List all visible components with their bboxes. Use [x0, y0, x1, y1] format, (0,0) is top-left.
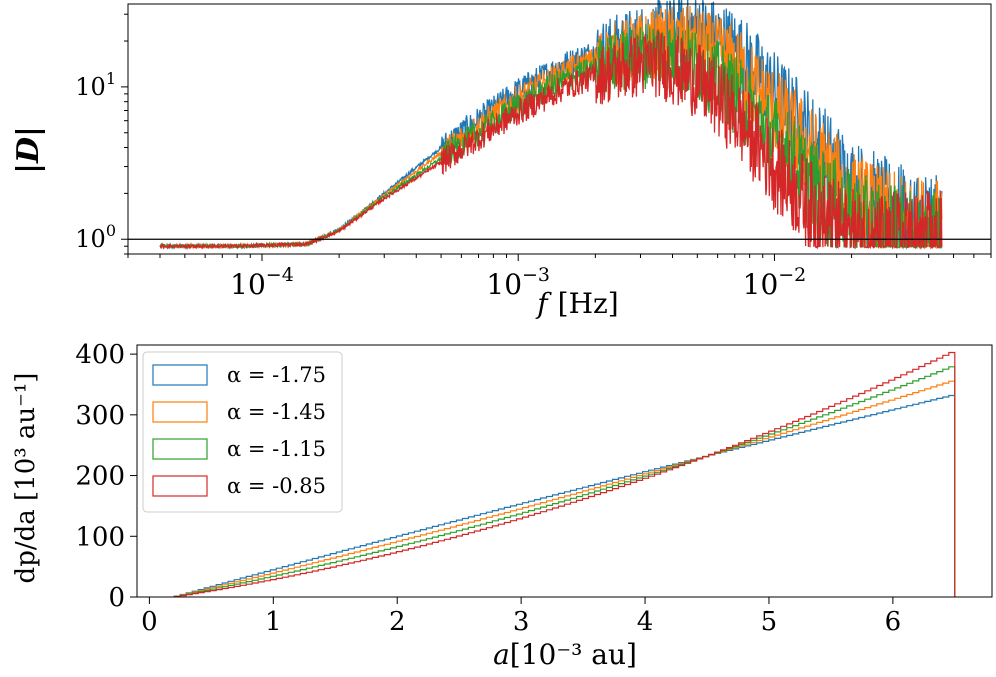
bottom-y-tick-label: 300	[75, 401, 125, 431]
bottom-y-ticks: 0 100 200 300 400	[75, 340, 137, 613]
bottom-series-step	[173, 366, 956, 597]
top-x-axis-unit: [Hz]	[558, 287, 619, 320]
bottom-y-tick-label: 400	[75, 340, 125, 370]
bottom-series-group	[173, 351, 956, 598]
top-series-group	[159, 0, 943, 251]
top-y-ticks: 100 101	[75, 13, 128, 255]
top-panel: 10−4 10−3 10−2 100 101 |D| f [Hz]	[11, 0, 992, 320]
bottom-x-ticks: 0 1 2 3 4 5 6	[141, 597, 901, 637]
bottom-y-axis-label: dp/da [10³ au⁻¹]	[11, 373, 41, 584]
bottom-x-tick-label: 0	[141, 607, 158, 637]
bottom-x-tick-label: 2	[389, 607, 406, 637]
bottom-x-tick-label: 1	[265, 607, 282, 637]
top-y-tick-label: 101	[75, 69, 116, 101]
bottom-y-tick-label: 200	[75, 462, 125, 492]
top-x-tick-label: 10−2	[743, 264, 807, 301]
top-y-axis-label: |D|	[11, 126, 46, 174]
bottom-x-axis-unit: [10⁻³ au]	[510, 638, 637, 671]
bottom-x-tick-label: 5	[761, 607, 778, 637]
top-plot-frame	[127, 3, 992, 255]
bottom-x-axis-var: a	[493, 638, 510, 671]
bottom-x-tick-label: 6	[885, 607, 902, 637]
bottom-plot-frame	[136, 344, 993, 598]
bottom-y-tick-label: 100	[75, 522, 125, 552]
legend-label: α = -1.75	[227, 363, 326, 387]
legend-swatch	[152, 438, 208, 460]
top-x-tick-label: 10−4	[230, 264, 294, 301]
legend-swatch	[152, 364, 208, 386]
legend-label: α = -1.45	[227, 400, 326, 424]
top-y-tick-label: 100	[75, 221, 116, 253]
bottom-x-axis-label: a[10⁻³ au]	[493, 638, 637, 671]
bottom-y-tick-label: 0	[108, 583, 125, 613]
legend-swatch	[152, 475, 208, 497]
top-x-tick-label: 10−3	[486, 264, 550, 301]
bottom-series-step	[173, 380, 956, 597]
legend-label: α = -1.15	[227, 437, 326, 461]
top-series-line	[159, 29, 943, 251]
legend-items: α = -1.75 α = -1.45 α = -1.15 α = -0.85	[152, 363, 326, 498]
bottom-x-tick-label: 4	[637, 607, 654, 637]
legend-box	[142, 351, 343, 513]
bottom-series-step	[173, 351, 956, 598]
top-x-ticks: 10−4 10−3 10−2	[127, 254, 992, 301]
legend-swatch	[152, 401, 208, 423]
legend: α = -1.75 α = -1.45 α = -1.15 α = -0.85	[142, 351, 343, 513]
top-x-axis-label: f [Hz]	[535, 287, 618, 320]
bottom-panel: 0 1 2 3 4 5 6 0 100 200 300 400 α = -1.75 α = -1.45…	[11, 340, 993, 671]
legend-label: α = -0.85	[227, 474, 326, 498]
bottom-x-tick-label: 3	[513, 607, 530, 637]
bottom-series-step	[173, 394, 956, 597]
